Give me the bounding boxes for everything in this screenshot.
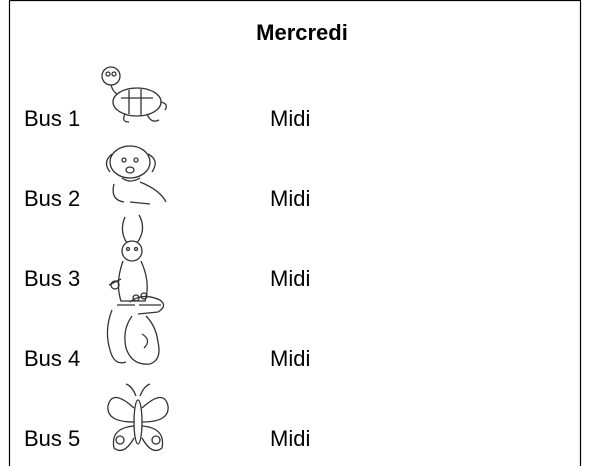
bus-label: Bus 4 [24, 346, 80, 371]
dog-icon [105, 145, 167, 205]
bus-label: Bus 5 [24, 426, 80, 451]
day-title: Mercredi [256, 20, 348, 45]
crocodile-icon [106, 292, 165, 365]
turtle-icon [101, 66, 167, 123]
time-label: Midi [270, 266, 310, 291]
butterfly-icon [107, 383, 169, 452]
rabbit-icon [108, 214, 161, 306]
time-label: Midi [270, 106, 310, 131]
bus-label: Bus 1 [24, 106, 80, 131]
time-label: Midi [270, 346, 310, 371]
time-label: Midi [270, 426, 310, 451]
bus-label: Bus 3 [24, 266, 80, 291]
bus-label: Bus 2 [24, 186, 80, 211]
time-label: Midi [270, 186, 310, 211]
